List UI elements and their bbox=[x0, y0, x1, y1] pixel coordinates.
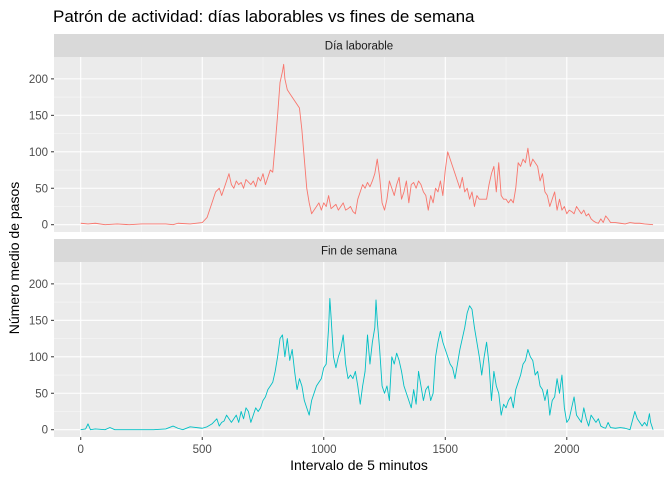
panel-strip bbox=[54, 34, 664, 57]
y-tick-label: 50 bbox=[35, 388, 48, 400]
panel-background bbox=[54, 57, 664, 232]
y-tick-label: 150 bbox=[29, 315, 48, 327]
series-line bbox=[80, 298, 654, 431]
chart-title: Patrón de actividad: días laborables vs … bbox=[53, 7, 475, 26]
y-tick-label: 0 bbox=[42, 425, 48, 437]
x-axis-title: Intervalo de 5 minutos bbox=[290, 457, 428, 473]
panel-2: Fin de semana 0 50 100 150 200 bbox=[29, 239, 664, 437]
y-tick-label: 100 bbox=[29, 352, 48, 364]
y-tick-label: 50 bbox=[35, 183, 48, 195]
panel-strip-label: Día laborable bbox=[325, 41, 393, 53]
y-tick-label: 100 bbox=[29, 147, 48, 159]
x-tick-label: 2000 bbox=[554, 444, 580, 456]
x-tick-label: 1500 bbox=[432, 444, 458, 456]
x-tick-label: 1000 bbox=[311, 444, 337, 456]
panel-strip-label: Fin de semana bbox=[321, 246, 398, 258]
panel-background bbox=[54, 262, 664, 437]
x-tick-label: 500 bbox=[193, 444, 212, 456]
y-axis-title: Número medio de pasos bbox=[6, 182, 22, 335]
y-tick-label: 200 bbox=[29, 279, 48, 291]
panel-1: Día laborable 0 50 100 150 200 bbox=[29, 34, 664, 232]
y-tick-label: 200 bbox=[29, 74, 48, 86]
series-line bbox=[80, 63, 654, 226]
y-tick-label: 0 bbox=[42, 220, 48, 232]
panel-strip bbox=[54, 239, 664, 262]
x-tick-label: 0 bbox=[78, 444, 84, 456]
y-tick-label: 150 bbox=[29, 110, 48, 122]
